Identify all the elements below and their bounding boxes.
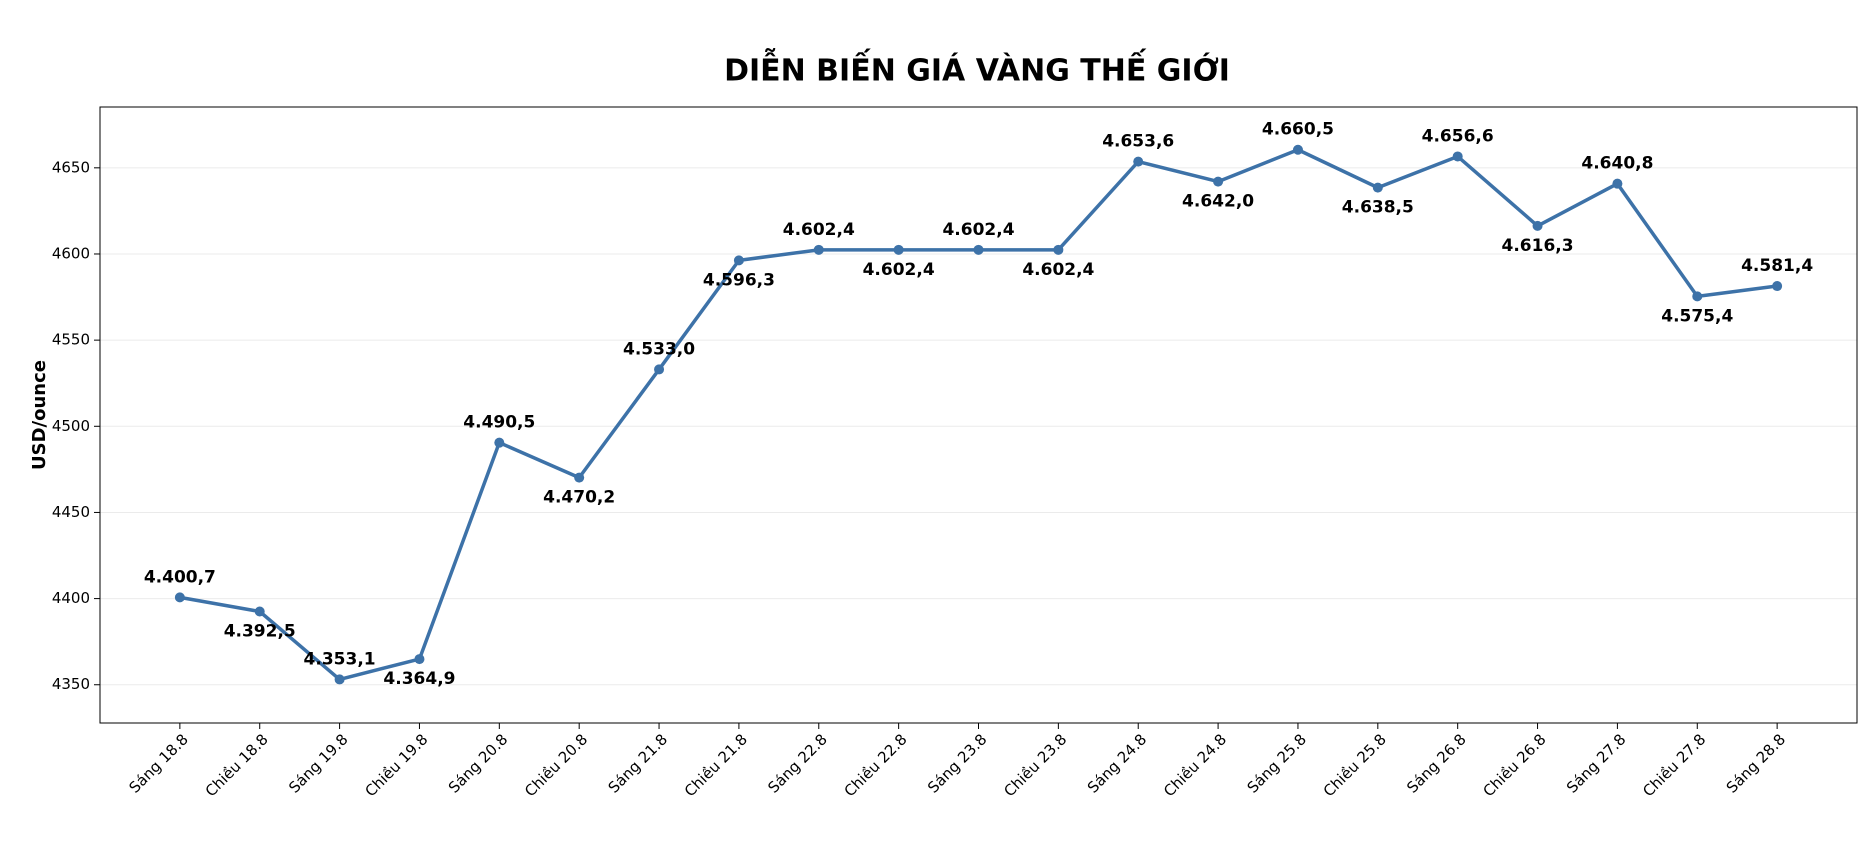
y-tick-label: 4400 bbox=[52, 589, 90, 607]
data-point bbox=[574, 472, 585, 483]
y-axis-label: USD/ounce bbox=[29, 360, 50, 470]
x-tick-label: Chiều 23.8 bbox=[1000, 730, 1070, 800]
data-point bbox=[334, 674, 345, 685]
data-label: 4.602,4 bbox=[942, 220, 1014, 240]
x-tick-label: Sáng 19.8 bbox=[285, 730, 351, 796]
data-point bbox=[973, 244, 984, 255]
data-point bbox=[1053, 244, 1064, 255]
data-label: 4.616,3 bbox=[1502, 236, 1574, 256]
data-label: 4.575,4 bbox=[1661, 306, 1733, 326]
x-tick-label: Sáng 27.8 bbox=[1563, 730, 1629, 796]
plot-frame bbox=[99, 106, 1858, 724]
data-label: 4.470,2 bbox=[543, 488, 615, 508]
data-label: 4.653,6 bbox=[1102, 132, 1174, 152]
x-tick-label: Chiều 27.8 bbox=[1639, 730, 1709, 800]
data-point bbox=[254, 606, 265, 617]
data-label: 4.353,1 bbox=[304, 649, 376, 669]
x-tick-label: Sáng 28.8 bbox=[1723, 730, 1789, 796]
data-label: 4.392,5 bbox=[224, 622, 296, 642]
x-tick-label: Chiều 18.8 bbox=[202, 730, 272, 800]
data-label: 4.364,9 bbox=[383, 669, 455, 689]
y-tick-label: 4500 bbox=[52, 417, 90, 435]
chart-title: DIỄN BIẾN GIÁ VÀNG THẾ GIỚI bbox=[724, 48, 1230, 89]
data-point bbox=[414, 654, 425, 665]
data-point bbox=[733, 255, 744, 266]
data-label: 4.400,7 bbox=[144, 567, 216, 587]
x-tick-label: Chiều 26.8 bbox=[1480, 730, 1550, 800]
x-tick-label: Sáng 21.8 bbox=[605, 730, 671, 796]
x-tick-label: Sáng 20.8 bbox=[445, 730, 511, 796]
x-tick-label: Chiều 24.8 bbox=[1160, 730, 1230, 800]
data-label: 4.638,5 bbox=[1342, 198, 1414, 218]
y-tick-label: 4350 bbox=[52, 675, 90, 693]
data-point bbox=[1292, 144, 1303, 155]
data-point bbox=[1133, 156, 1144, 167]
x-tick-label: Chiều 22.8 bbox=[841, 730, 911, 800]
data-point bbox=[1772, 281, 1783, 292]
data-point bbox=[174, 592, 185, 603]
y-tick-label: 4450 bbox=[52, 503, 90, 521]
y-tick-label: 4600 bbox=[52, 244, 90, 262]
x-tick-label: Chiều 21.8 bbox=[681, 730, 751, 800]
data-point bbox=[494, 437, 505, 448]
data-point bbox=[1452, 151, 1463, 162]
x-tick-label: Sáng 25.8 bbox=[1244, 730, 1310, 796]
data-point bbox=[1372, 182, 1383, 193]
data-label: 4.596,3 bbox=[703, 270, 775, 290]
data-point bbox=[654, 364, 665, 375]
data-label: 4.656,6 bbox=[1422, 126, 1494, 146]
x-tick-label: Sáng 22.8 bbox=[764, 730, 830, 796]
data-label: 4.533,0 bbox=[623, 339, 695, 359]
x-tick-label: Chiều 20.8 bbox=[521, 730, 591, 800]
data-point bbox=[1692, 291, 1703, 302]
x-tick-label: Sáng 26.8 bbox=[1403, 730, 1469, 796]
x-tick-label: Sáng 23.8 bbox=[924, 730, 990, 796]
data-label: 4.602,4 bbox=[1022, 260, 1094, 280]
data-label: 4.642,0 bbox=[1182, 192, 1254, 212]
data-point bbox=[893, 244, 904, 255]
data-label: 4.602,4 bbox=[863, 260, 935, 280]
data-label: 4.602,4 bbox=[783, 220, 855, 240]
data-point bbox=[813, 244, 824, 255]
data-label: 4.660,5 bbox=[1262, 120, 1334, 140]
x-tick-label: Chiều 19.8 bbox=[361, 730, 431, 800]
y-tick-label: 4650 bbox=[52, 158, 90, 176]
x-tick-label: Sáng 18.8 bbox=[125, 730, 191, 796]
data-label: 4.640,8 bbox=[1581, 154, 1653, 174]
data-point bbox=[1532, 220, 1543, 231]
data-label: 4.490,5 bbox=[463, 413, 535, 433]
x-tick-label: Sáng 24.8 bbox=[1084, 730, 1150, 796]
data-label: 4.581,4 bbox=[1741, 256, 1813, 276]
data-point bbox=[1612, 178, 1623, 189]
x-tick-label: Chiều 25.8 bbox=[1320, 730, 1390, 800]
data-point bbox=[1213, 176, 1224, 187]
y-tick-label: 4550 bbox=[52, 331, 90, 349]
